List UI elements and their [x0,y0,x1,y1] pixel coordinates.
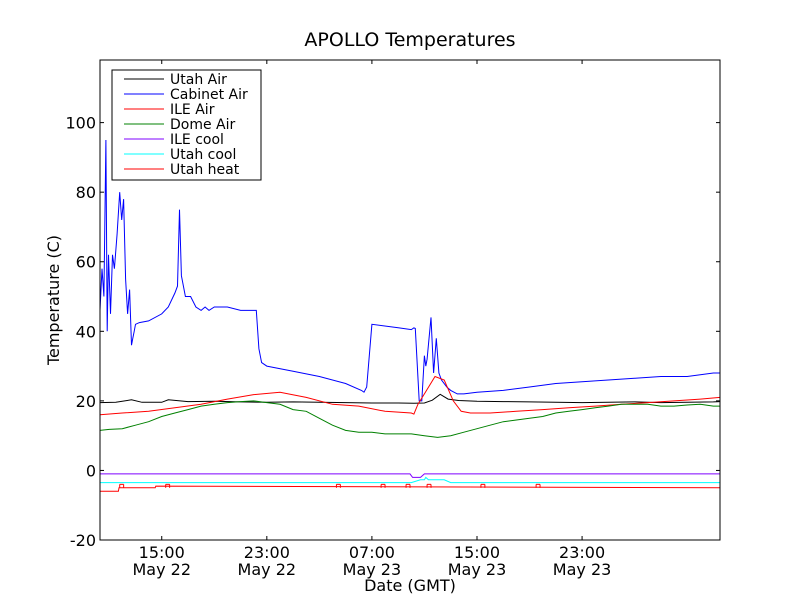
series-line-utah-cool [100,476,720,484]
legend-box [111,69,262,181]
legend-label: Utah Air [170,72,227,88]
chart-title: APOLLO Temperatures [304,29,515,51]
x-tick-time-label: 23:00 [559,543,605,562]
x-axis-label: Date (GMT) [364,576,456,595]
y-tick-label: 100 [65,114,96,133]
x-tick-time-label: 15:00 [139,543,185,562]
legend-label: ILE cool [170,132,224,148]
y-tick-label: -20 [70,531,96,550]
series-line-cabinet-air [99,139,720,402]
series-line-utah-heat [100,485,721,492]
y-tick-label: 0 [86,461,96,480]
series-line-utah-air [99,393,721,404]
x-tick-time-label: 15:00 [454,543,500,562]
y-tick-label: 80 [76,183,96,202]
series-line-dome-air [99,400,720,438]
plot-frame [99,59,721,541]
legend-label: Utah cool [170,147,236,163]
legend-label: ILE Air [170,102,215,118]
legend-label: Cabinet Air [170,87,248,103]
x-tick-time-label: 07:00 [349,543,395,562]
x-tick-date-label: May 23 [553,560,612,579]
series-line-ile-cool [100,473,720,478]
x-tick-date-label: May 23 [448,560,507,579]
x-tick-date-label: May 22 [238,560,297,579]
series-line-ile-air [99,375,721,416]
y-tick-label: 60 [76,253,96,272]
y-axis-label: Temperature (C) [44,235,63,366]
x-tick-time-label: 23:00 [244,543,290,562]
y-tick-label: 40 [76,322,96,341]
series-layer [99,139,721,492]
legend-label: Utah heat [170,162,240,178]
x-tick-date-label: May 23 [343,560,402,579]
x-tick-date-label: May 22 [132,560,191,579]
legend-label: Dome Air [170,117,236,133]
y-tick-label: 20 [76,392,96,411]
